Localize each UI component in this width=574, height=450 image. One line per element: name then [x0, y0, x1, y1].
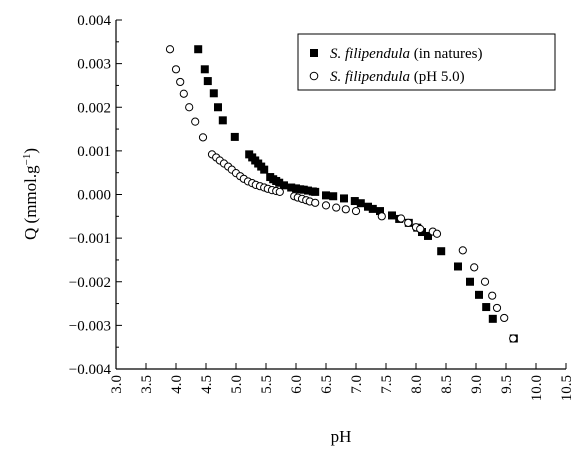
- data-point-circle: [179, 89, 188, 98]
- data-point-circle: [185, 103, 194, 112]
- data-point-square: [340, 194, 348, 203]
- x-ticks: 3.0 3.5 4.0 4.5 5.0 5.5 6.0 6.5 7.0 7.5 8.0 8.5 9.0 9…: [109, 363, 574, 401]
- x-tick-label: 9.5: [499, 375, 515, 394]
- data-point-circle: [509, 334, 518, 343]
- data-point-circle: [311, 198, 320, 207]
- x-tick-label: 3.0: [109, 375, 125, 394]
- data-point-circle: [341, 205, 350, 214]
- legend-box: [297, 33, 556, 91]
- data-point-square: [356, 199, 365, 208]
- data-point-square: [388, 211, 396, 220]
- y-ticks: 0.004 0.003 0.002 0.001 0.000 −0.001 −0.002 −0.…: [69, 13, 122, 378]
- data-point-square: [275, 178, 284, 187]
- data-point-square: [311, 187, 320, 196]
- data-point-square: [350, 197, 359, 206]
- data-point-square: [209, 89, 218, 98]
- data-point-circle: [332, 203, 341, 212]
- x-tick-label: 7.5: [379, 375, 395, 394]
- x-tick-label: 9.0: [469, 375, 485, 394]
- legend-label-series-1: S. filipendula (in natures): [330, 46, 482, 62]
- data-point-circle: [171, 65, 181, 74]
- data-point-square: [304, 186, 312, 195]
- y-tick-label: −0.001: [69, 231, 111, 247]
- data-point-square: [287, 183, 296, 192]
- x-tick-label: 6.0: [289, 375, 305, 394]
- data-point-circle: [404, 218, 413, 227]
- legend-label-series-2: S. filipendula (pH 5.0): [330, 69, 465, 85]
- y-tick-label: −0.004: [69, 362, 112, 378]
- data-point-square: [364, 202, 372, 211]
- x-axis-title: pH: [331, 427, 352, 446]
- y-tick-label: 0.000: [77, 188, 111, 204]
- x-tick-label: 4.0: [169, 375, 185, 394]
- y-tick-label: 0.003: [77, 57, 111, 73]
- data-point-square: [488, 314, 497, 323]
- data-point-circle: [492, 303, 502, 313]
- data-point-circle: [275, 187, 284, 196]
- x-tick-label: 10.0: [529, 375, 545, 401]
- x-tick-label: 5.0: [229, 375, 245, 394]
- data-point-square: [299, 185, 308, 194]
- data-point-square: [280, 181, 288, 190]
- data-point-circle: [432, 229, 442, 238]
- data-point-circle: [488, 291, 497, 300]
- data-point-circle: [480, 277, 490, 286]
- x-tick-label: 8.5: [439, 375, 455, 394]
- data-point-circle: [321, 201, 331, 210]
- x-tick-label: 3.5: [139, 375, 155, 394]
- data-point-square: [194, 45, 203, 54]
- data-point-circle: [396, 214, 406, 223]
- data-point-square: [437, 247, 446, 256]
- x-tick-label: 8.0: [409, 375, 425, 394]
- x-tick-label: 7.0: [349, 375, 365, 394]
- data-point-circle: [500, 313, 509, 323]
- legend-marker-series-2: [309, 71, 319, 81]
- x-tick-label: 5.5: [259, 375, 275, 394]
- y-tick-label: −0.002: [69, 275, 111, 291]
- data-point-circle: [377, 212, 386, 221]
- data-point-square: [218, 116, 227, 125]
- y-tick-label: 0.002: [77, 100, 111, 116]
- data-point-square: [376, 207, 384, 216]
- data-point-square: [329, 192, 338, 201]
- data-point-circle: [165, 45, 175, 54]
- y-tick-label: 0.004: [77, 13, 111, 29]
- legend-marker-series-1: [310, 49, 318, 57]
- series-layer: [165, 45, 518, 343]
- data-point-square: [292, 184, 300, 193]
- y-tick-label: 0.001: [77, 144, 111, 160]
- data-point-square: [260, 165, 269, 174]
- data-point-circle: [176, 77, 185, 87]
- x-tick-label: 10.5: [559, 375, 574, 401]
- data-point-square: [214, 103, 222, 112]
- y-tick-label: −0.003: [69, 318, 111, 334]
- data-point-circle: [470, 263, 479, 272]
- data-point-circle: [191, 117, 200, 126]
- x-tick-label: 4.5: [199, 375, 215, 394]
- x-tick-label: 6.5: [319, 375, 335, 394]
- data-point-square: [203, 77, 212, 86]
- data-point-circle: [351, 206, 361, 216]
- data-point-square: [466, 277, 474, 286]
- legend: S. filipendula (in natures) S. filipendu…: [297, 33, 556, 91]
- data-point-square: [200, 65, 209, 74]
- data-point-circle: [458, 246, 467, 255]
- series-2: [165, 45, 518, 343]
- data-point-square: [454, 262, 462, 271]
- data-point-square: [482, 303, 491, 312]
- data-point-square: [368, 204, 377, 213]
- data-point-circle: [416, 224, 425, 234]
- data-point-square: [230, 132, 239, 141]
- y-axis-title: Q (mmol.g−1): [21, 148, 40, 240]
- data-point-square: [322, 191, 330, 200]
- data-point-square: [424, 231, 432, 240]
- data-point-square: [475, 290, 483, 299]
- data-point-circle: [198, 133, 208, 142]
